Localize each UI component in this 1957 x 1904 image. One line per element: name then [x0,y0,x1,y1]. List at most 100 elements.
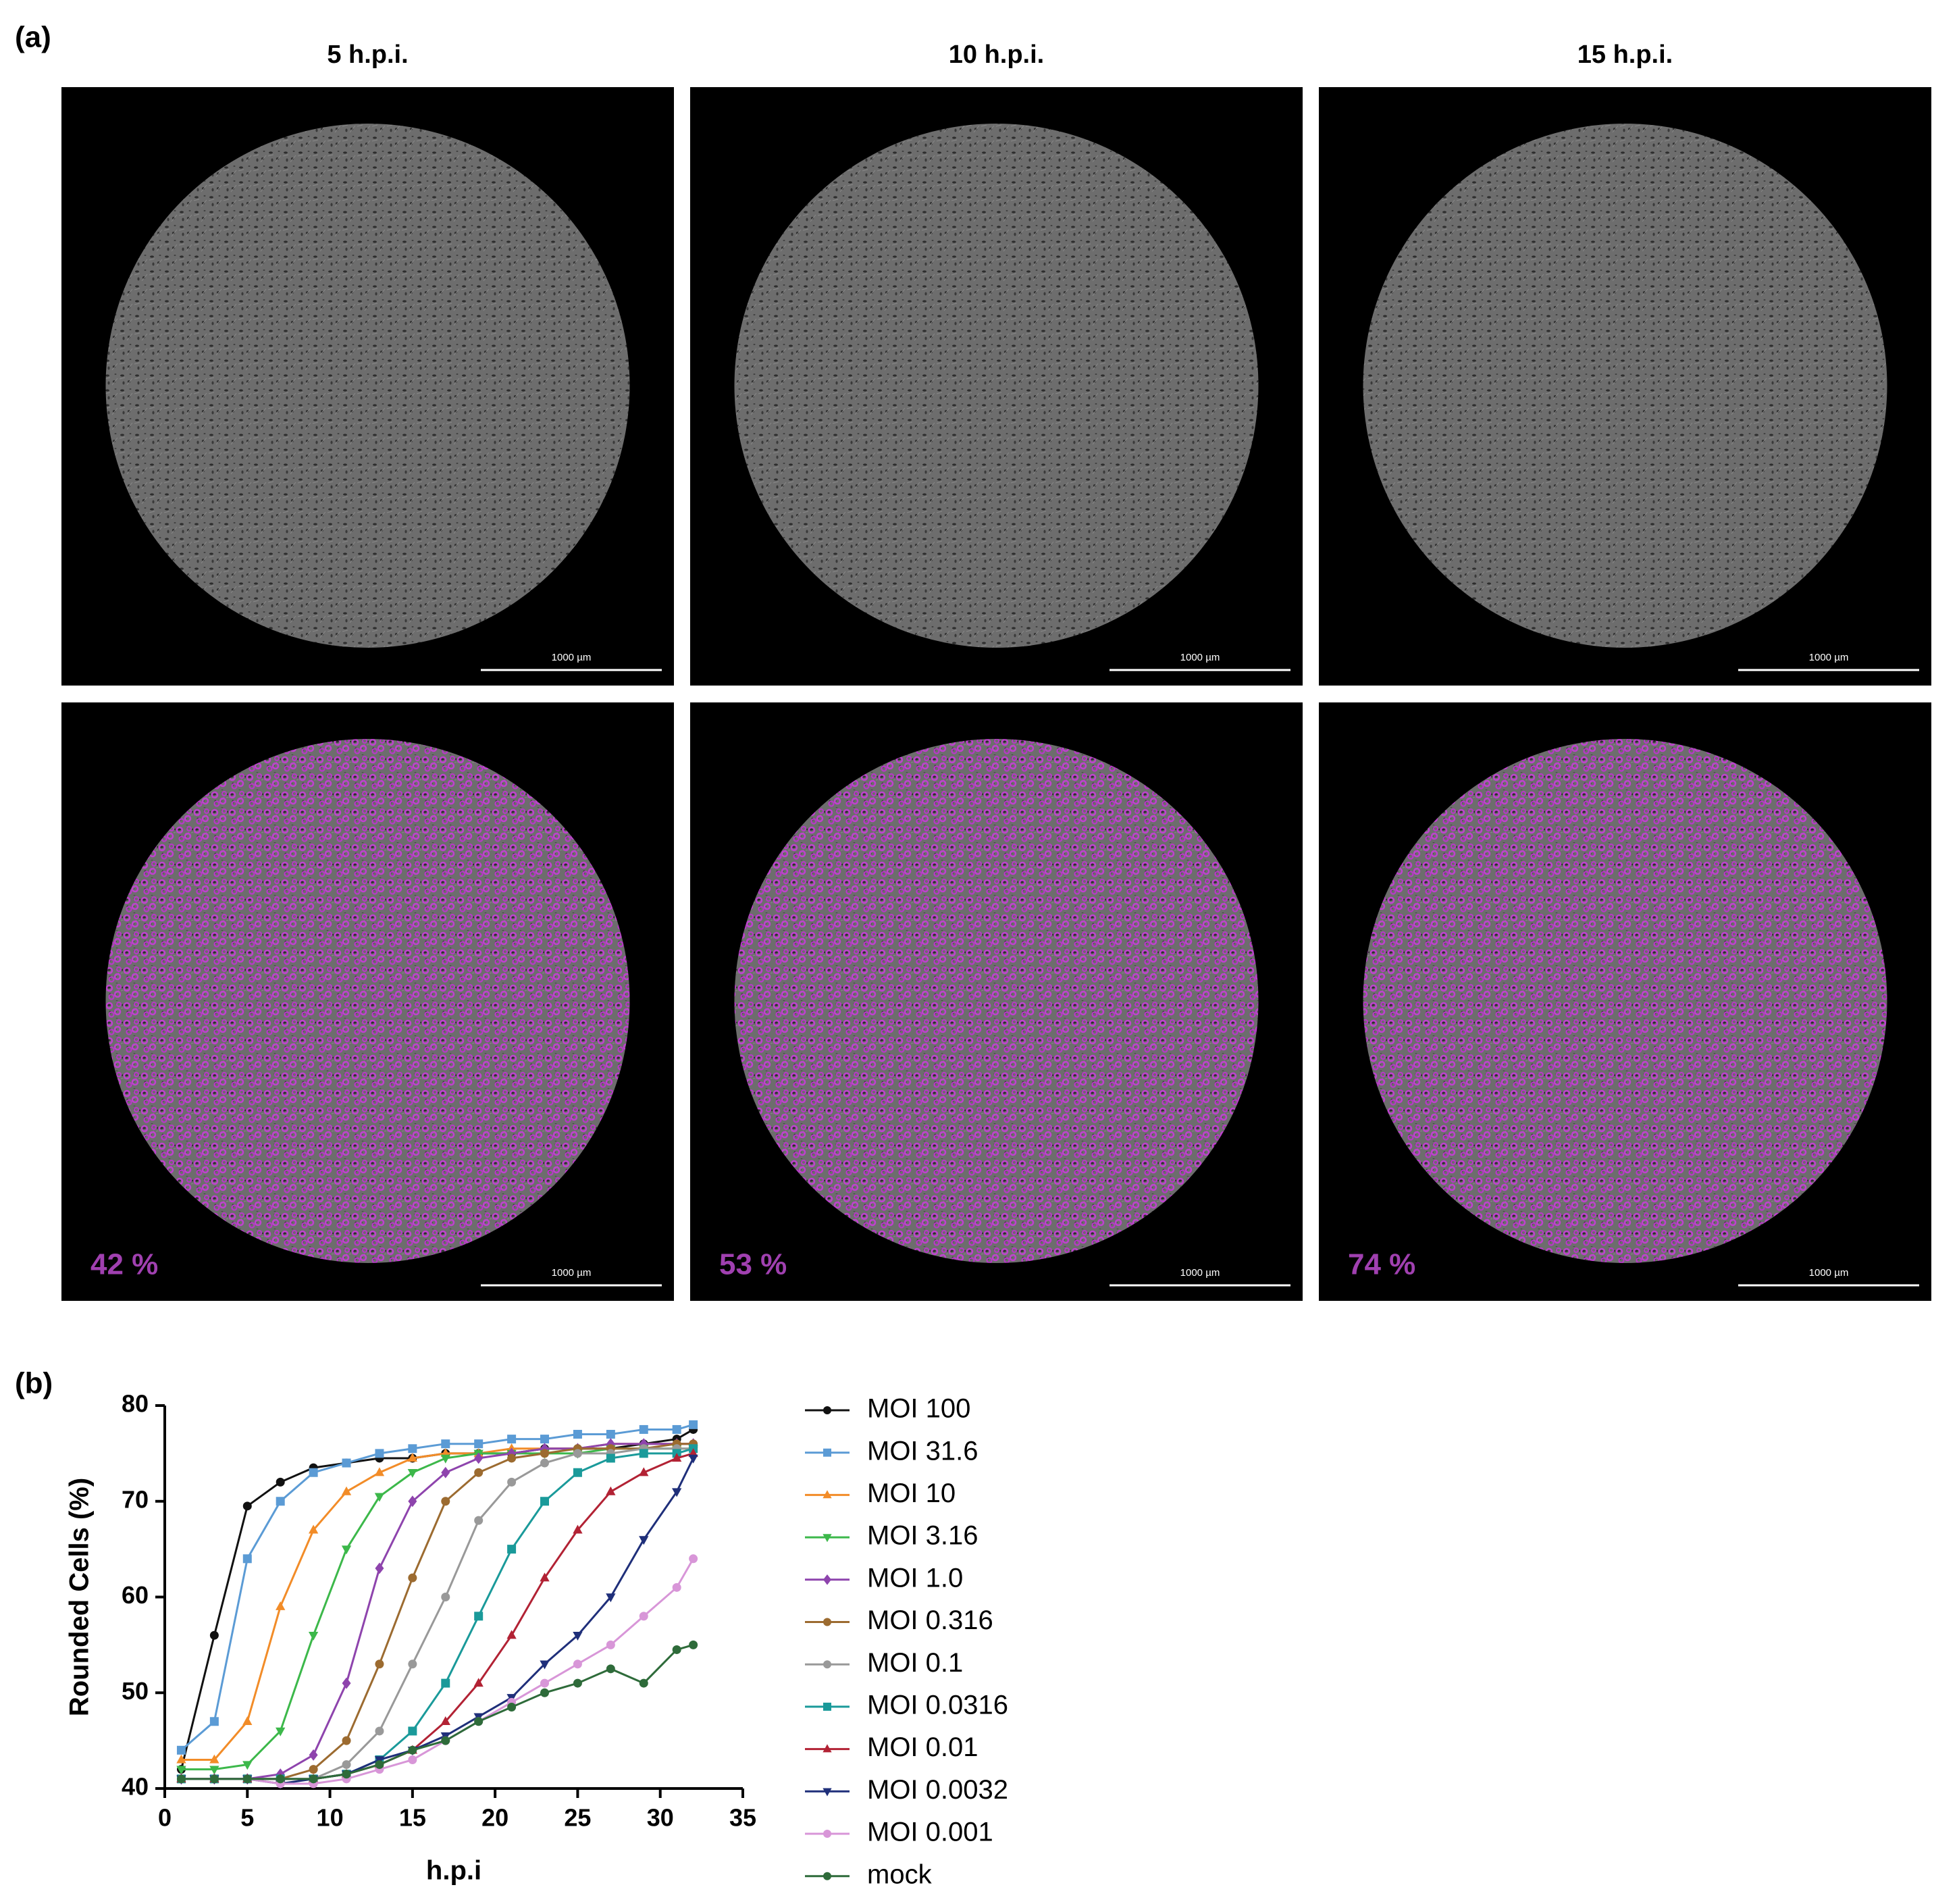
data-point [506,1630,517,1639]
data-point [407,1469,418,1478]
legend-marker [823,1830,831,1838]
data-point [441,1497,450,1506]
data-point [308,1524,319,1534]
panel-label: (b) [15,1367,53,1400]
data-point [672,1488,682,1497]
data-point [573,1632,583,1641]
well-image [734,124,1259,648]
data-point [474,1516,484,1525]
data-point [606,1453,615,1463]
data-point [375,1449,384,1458]
data-point [375,1562,384,1574]
rounded-percent: 74 % [1348,1248,1415,1281]
data-point [474,1452,484,1464]
data-point [276,1601,286,1610]
rounded-percent: 42 % [90,1248,158,1281]
data-point [540,1572,550,1582]
x-tick-label: 5 [240,1804,254,1832]
legend-marker [823,1872,831,1880]
data-point [606,1486,616,1495]
data-point [540,1678,550,1688]
data-point [573,1468,582,1477]
data-point [342,1760,351,1770]
data-point [342,1677,351,1689]
data-point [408,1444,417,1453]
legend-label: MOI 0.001 [867,1818,993,1847]
data-point [375,1760,384,1770]
data-point [408,1659,417,1669]
data-point [540,1688,550,1697]
legend-label: MOI 31.6 [867,1436,978,1466]
data-point [474,1439,484,1449]
data-point [540,1449,550,1458]
data-point [507,1453,517,1463]
y-tick-label: 50 [122,1677,149,1705]
data-point [689,1420,698,1429]
column-title: 10 h.p.i. [949,41,1044,69]
data-point [688,1454,698,1464]
scale-bar-label: 1000 µm [552,1267,592,1279]
data-point [342,1458,351,1468]
data-point [176,1754,186,1764]
data-point [176,1745,186,1755]
data-point [689,1640,698,1649]
data-point [540,1497,550,1506]
x-tick-label: 20 [481,1804,508,1832]
data-point [573,1430,582,1439]
legend-marker [823,1574,831,1585]
data-point [408,1755,417,1764]
fit-line [181,1443,694,1761]
x-tick-label: 10 [317,1804,344,1832]
data-point [408,1726,417,1736]
data-point [606,1640,615,1649]
data-point [639,1424,648,1434]
x-tick-label: 30 [647,1804,674,1832]
legend-label: MOI 0.0032 [867,1775,1008,1805]
x-tick-label: 15 [399,1804,426,1832]
data-point [540,1660,550,1670]
data-point [176,1774,186,1784]
data-point [474,1717,484,1726]
legend-label: MOI 0.316 [867,1605,993,1635]
data-point [176,1766,186,1775]
data-point [474,1468,484,1477]
data-point [441,1593,450,1601]
column-title: 15 h.p.i. [1577,41,1673,69]
panel-label: (a) [15,21,51,54]
data-point [242,1774,252,1784]
data-point [341,1486,352,1495]
data-point [573,1449,582,1458]
scale-bar-label: 1000 µm [1180,1267,1220,1279]
data-point [375,1659,384,1669]
scale-bar-label: 1000 µm [552,652,592,663]
data-point [507,1703,517,1712]
data-point [309,1468,318,1477]
data-point [441,1439,450,1449]
well-image [105,124,630,648]
y-tick-label: 80 [122,1390,149,1418]
data-point [540,1458,550,1468]
data-point [573,1659,582,1669]
legend-label: MOI 1.0 [867,1563,963,1593]
data-point [209,1766,219,1775]
x-axis-title: h.p.i [426,1856,481,1886]
y-tick-label: 70 [122,1485,149,1513]
scale-bar-label: 1000 µm [1809,1267,1849,1279]
legend-marker [823,1490,832,1499]
data-point [573,1524,583,1534]
legend-marker [823,1660,831,1669]
y-axis-title: Rounded Cells (%) [65,1478,95,1716]
data-point [639,1612,648,1621]
data-point [672,1453,682,1462]
data-point [672,1424,681,1434]
data-point [672,1645,681,1654]
data-point [639,1678,648,1688]
data-point [309,1774,318,1784]
fit-line [181,1447,694,1771]
well-image [1363,739,1887,1263]
data-point [473,1678,484,1687]
well-image [105,739,630,1263]
data-point [407,1453,418,1462]
data-point [672,1583,681,1592]
